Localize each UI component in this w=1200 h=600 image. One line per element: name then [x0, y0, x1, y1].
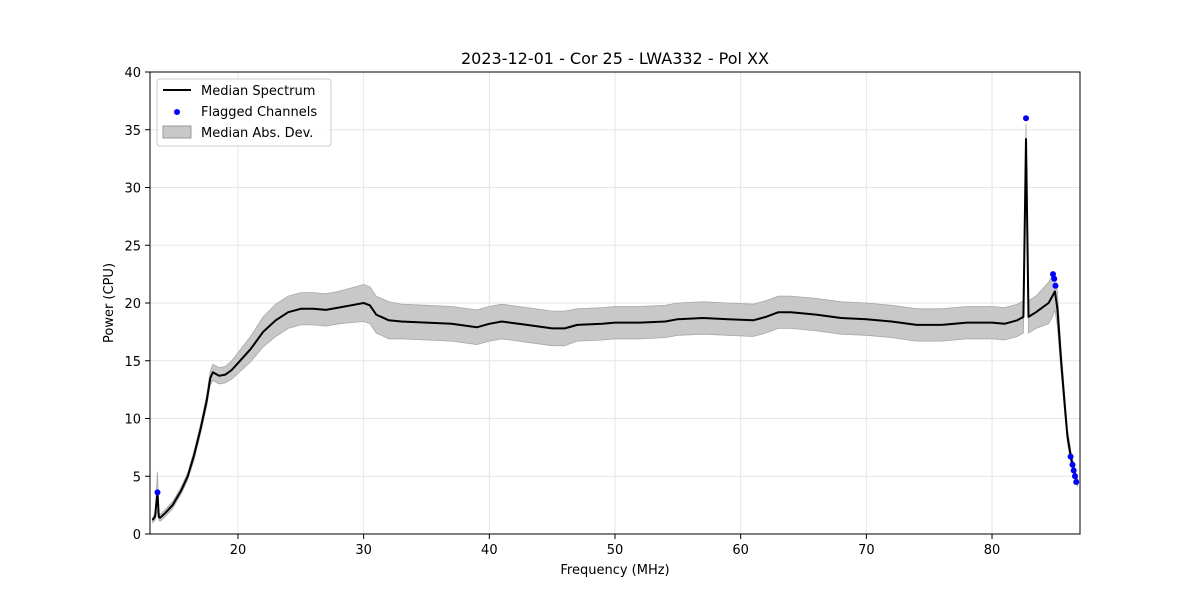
flagged-channel-point	[1023, 115, 1029, 122]
flagged-channel-point	[154, 489, 161, 496]
y-tick-label: 35	[124, 124, 141, 139]
flagged-channel-point	[1067, 453, 1074, 460]
flagged-points	[154, 115, 1080, 496]
y-tick-label: 30	[124, 182, 141, 197]
y-tick-label: 25	[124, 239, 141, 254]
legend-label-median-spectrum: Median Spectrum	[201, 84, 315, 99]
median-spectrum-line	[151, 138, 1079, 521]
y-tick-label: 15	[124, 355, 141, 370]
y-tick-label: 10	[124, 413, 141, 428]
flagged-channel-point	[1070, 467, 1077, 474]
x-tick-label: 40	[481, 543, 498, 558]
flagged-channel-point	[1051, 275, 1058, 282]
y-tick-label: 5	[133, 470, 141, 485]
x-tick-label: 80	[984, 543, 1001, 558]
x-axis-ticks: 20 30 40 50 60 70 80	[230, 534, 1001, 558]
median-line	[151, 138, 1079, 521]
y-axis-label: Power (CPU)	[102, 263, 117, 343]
legend-band-swatch	[162, 125, 192, 139]
x-tick-label: 20	[230, 543, 247, 558]
x-tick-label: 60	[732, 543, 749, 558]
x-tick-label: 30	[355, 543, 372, 558]
legend-label-flagged-channels: Flagged Channels	[201, 105, 317, 120]
legend-label-median-abs-dev: Median Abs. Dev.	[201, 126, 313, 141]
y-tick-label: 0	[133, 528, 141, 543]
flagged-channel-point	[1052, 282, 1059, 289]
legend: Median Spectrum Flagged Channels Median …	[156, 78, 332, 147]
flagged-channel-point	[1050, 271, 1056, 278]
legend-box	[156, 78, 332, 147]
flagged-channel-point	[1072, 473, 1078, 480]
flagged-channel-point	[1073, 479, 1080, 485]
x-tick-label: 50	[607, 543, 624, 558]
flagged-channel-point	[1069, 461, 1076, 468]
y-tick-label: 40	[124, 66, 141, 81]
y-tick-label: 20	[124, 297, 141, 312]
y-axis-ticks: 0 5 10 15 20 25 30 35 40	[124, 66, 150, 543]
legend-point-swatch	[174, 109, 180, 115]
x-tick-label: 70	[858, 543, 875, 558]
chart-title: 2023-12-01 - Cor 25 - LWA332 - Pol XX	[461, 49, 769, 68]
x-axis-label: Frequency (MHz)	[560, 563, 669, 578]
